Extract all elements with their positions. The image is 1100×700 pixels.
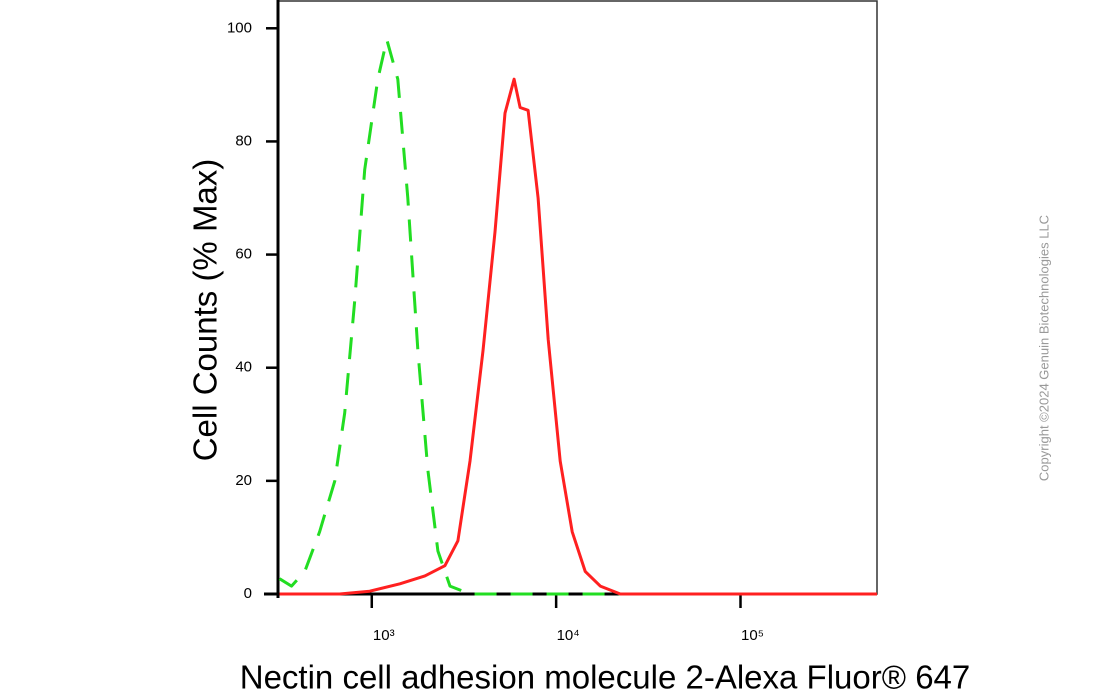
x-tick-label: 10⁴: [557, 627, 580, 644]
x-tick-label: 10⁵: [741, 627, 764, 644]
watermark: Copyright ©2024 Genuin Biotechnologies L…: [1036, 215, 1051, 481]
y-tick-label: 0: [244, 585, 252, 602]
plot-frame: [277, 0, 878, 595]
data-line: [278, 38, 877, 596]
x-axis-label: Nectin cell adhesion molecule 2-Alexa Fl…: [240, 659, 971, 696]
y-tick-label: 60: [235, 246, 252, 263]
y-tick-label: 100: [227, 19, 252, 36]
x-tick-label: 10³: [373, 627, 395, 644]
y-tick-label: 80: [235, 132, 252, 149]
y-tick-label: 20: [235, 472, 252, 489]
y-tick-label: 40: [235, 359, 252, 376]
y-axis-label: Cell Counts (% Max): [187, 159, 224, 462]
data-line: [279, 77, 877, 596]
